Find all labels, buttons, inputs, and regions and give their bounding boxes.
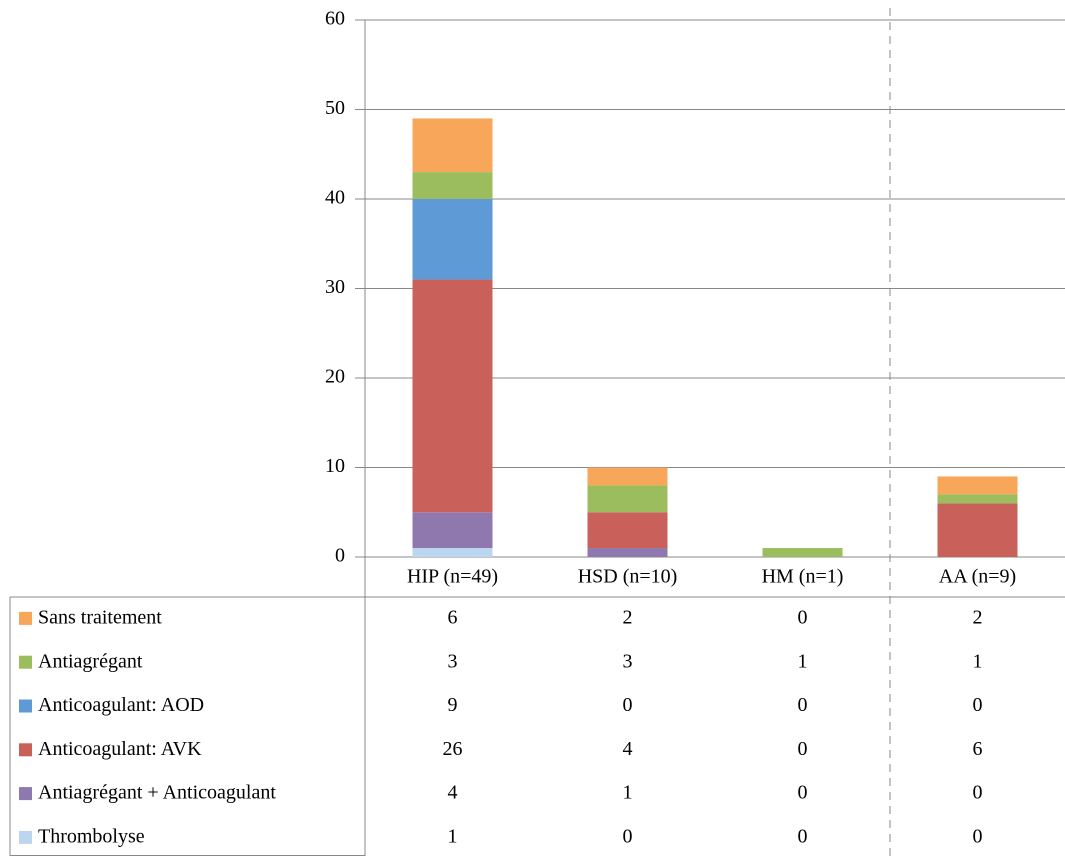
bar-segment [937,494,1018,504]
legend-swatch [19,699,32,713]
table-value: 6 [973,738,983,760]
table-value: 0 [798,606,808,628]
table-value: 0 [973,782,983,804]
table-value: 0 [798,694,808,716]
legend-label: Thrombolyse [38,825,145,847]
bar-segment [937,503,1018,557]
table-value: 1 [448,825,458,847]
table-value: 4 [623,738,633,760]
bar-segment [412,512,493,549]
x-tick-label: HSD (n=10) [578,566,678,588]
bar-segment [412,548,493,557]
bar-segment [762,548,843,557]
table-value: 0 [973,825,983,847]
table-value: 1 [798,650,808,672]
legend-label: Antiagrégant + Anticoagulant [38,782,276,804]
bar-segment [587,548,668,557]
legend-swatch [19,743,32,757]
table-value: 3 [448,650,458,672]
bar-segment [412,118,493,173]
table-value: 0 [623,694,633,716]
table-value: 6 [448,606,458,628]
table-value: 2 [623,606,633,628]
table-value: 4 [448,782,458,804]
y-tick-label: 0 [335,545,345,567]
y-tick-label: 30 [325,276,345,298]
table-value: 1 [623,782,633,804]
y-tick-label: 60 [325,8,345,30]
table-value: 0 [798,782,808,804]
table-value: 0 [623,825,633,847]
table-value: 1 [973,650,983,672]
y-tick-label: 40 [325,187,345,209]
legend-label: Antiagrégant [38,650,143,672]
x-tick-label: HM (n=1) [762,566,844,588]
bar-segment [937,476,1018,495]
x-tick-label: HIP (n=49) [407,566,498,588]
bar-segment [587,485,668,513]
y-tick-label: 50 [325,97,345,119]
bar-segment [412,199,493,280]
table-value: 0 [798,738,808,760]
table-value: 3 [623,650,633,672]
bar-segment [587,512,668,549]
bar-segment [412,172,493,199]
table-value: 0 [973,694,983,716]
y-tick-label: 20 [325,366,345,388]
bar-segment [412,279,493,513]
y-tick-label: 10 [325,455,345,477]
bar-segment [587,467,668,486]
legend-label: Sans traitement [38,606,162,628]
table-value: 2 [973,606,983,628]
table-value: 26 [443,738,463,760]
legend-label: Anticoagulant: AVK [38,738,202,760]
legend-swatch [19,787,32,801]
x-tick-label: AA (n=9) [939,566,1016,588]
legend-swatch [19,830,32,844]
table-value: 9 [448,694,458,716]
legend-swatch [19,611,32,625]
legend-label: Anticoagulant: AOD [38,694,204,716]
table-value: 0 [798,825,808,847]
legend-swatch [19,655,32,669]
